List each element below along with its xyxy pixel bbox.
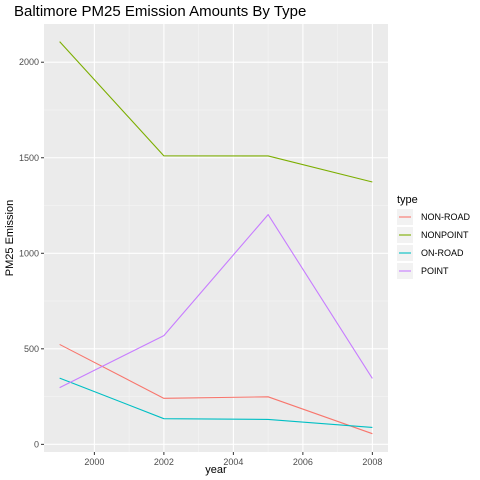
legend-label: NONPOINT [421, 230, 469, 240]
x-axis-title: year [205, 464, 227, 476]
series-line-on-road [59, 377, 373, 429]
y-tick-labels: 0 500 1000 1500 2000 [19, 57, 39, 449]
x-tick-label: 2000 [84, 457, 104, 467]
legend-label: NON-ROAD [421, 212, 470, 222]
x-tick-label: 2008 [362, 457, 382, 467]
x-tick-label: 2002 [154, 457, 174, 467]
x-tick-labels: 2000 2002 2004 2006 2008 [84, 457, 382, 467]
y-tick-label: 1500 [19, 153, 39, 163]
axis-ticks [41, 61, 373, 455]
legend-label: POINT [421, 266, 449, 276]
grid-minor [44, 24, 388, 452]
x-tick-label: 2006 [293, 457, 313, 467]
legend-title: type [397, 194, 418, 206]
y-tick-label: 2000 [19, 57, 39, 67]
y-axis-title: PM25 Emission [4, 200, 16, 276]
legend-label: ON-ROAD [421, 248, 464, 258]
series-line-non-road [59, 343, 373, 435]
grid-major [44, 24, 388, 452]
x-tick-label: 2004 [223, 457, 243, 467]
y-tick-label: 1000 [19, 248, 39, 258]
series-lines [59, 41, 373, 435]
series-line-point [59, 214, 373, 389]
y-tick-label: 500 [24, 344, 39, 354]
y-tick-label: 0 [34, 439, 39, 449]
legend: type NON-ROAD NONPOINT ON-ROAD POINT [397, 194, 470, 279]
chart-title: Baltimore PM25 Emission Amounts By Type [14, 3, 306, 20]
series-line-nonpoint [59, 41, 373, 183]
legend-items: NON-ROAD NONPOINT ON-ROAD POINT [397, 209, 470, 279]
plot-panel [44, 24, 388, 452]
